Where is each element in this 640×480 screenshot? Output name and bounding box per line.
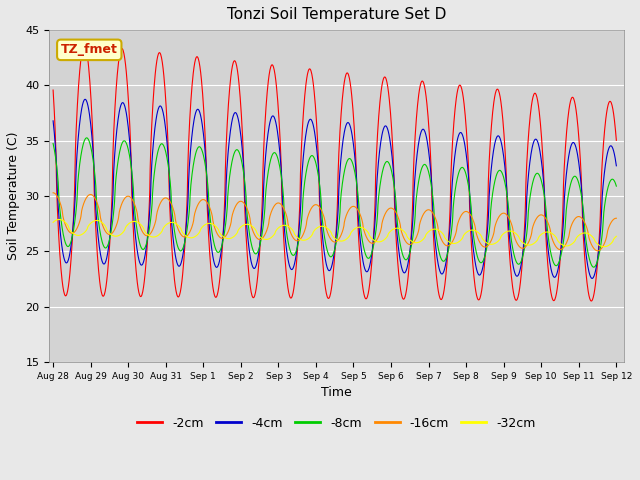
X-axis label: Time: Time: [321, 386, 352, 399]
Legend: -2cm, -4cm, -8cm, -16cm, -32cm: -2cm, -4cm, -8cm, -16cm, -32cm: [132, 411, 541, 434]
Text: TZ_fmet: TZ_fmet: [61, 43, 118, 56]
Y-axis label: Soil Temperature (C): Soil Temperature (C): [7, 132, 20, 260]
Title: Tonzi Soil Temperature Set D: Tonzi Soil Temperature Set D: [227, 7, 446, 22]
